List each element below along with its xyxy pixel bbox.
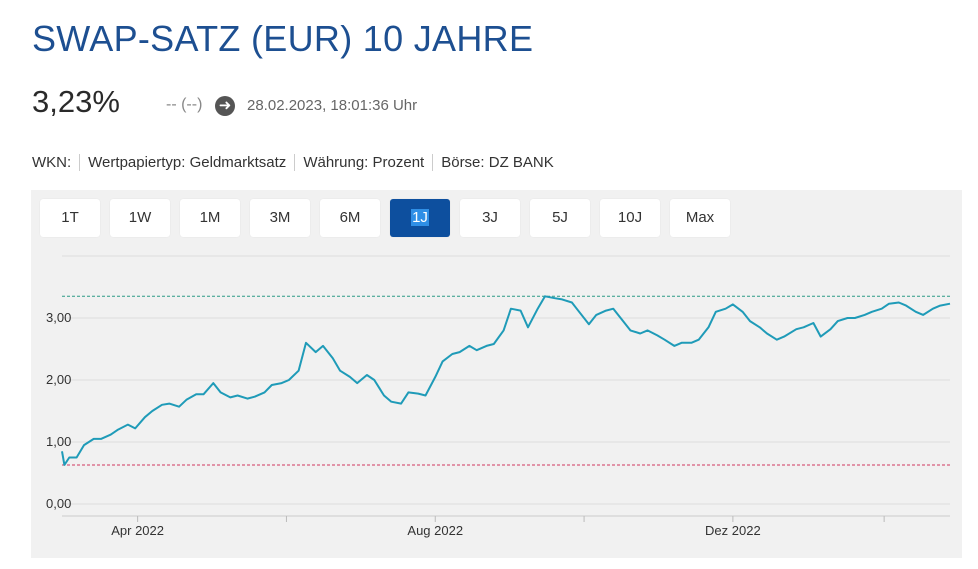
quote-timestamp: 28.02.2023, 18:01:36 Uhr xyxy=(247,97,418,114)
meta-currency: Währung: Prozent xyxy=(294,154,432,171)
page-title: SWAP-SATZ (EUR) 10 JAHRE xyxy=(32,18,534,59)
y-tick-label: 2,00 xyxy=(46,372,71,387)
tab-label: 3J xyxy=(482,209,498,226)
tab-3j[interactable]: 3J xyxy=(460,199,520,237)
x-tick-label: Apr 2022 xyxy=(111,523,164,538)
tab-1w[interactable]: 1W xyxy=(110,199,170,237)
range-tabs: 1T 1W 1M 3M 6M 1J 3J 5J 10J Max xyxy=(40,199,730,237)
tab-label: 1T xyxy=(61,209,79,226)
tab-1t[interactable]: 1T xyxy=(40,199,100,237)
chart-panel: 1T 1W 1M 3M 6M 1J 3J 5J 10J Max 0,00 1,00… xyxy=(31,190,962,558)
tab-label: 5J xyxy=(552,209,568,226)
arrow-right-circle-icon[interactable]: ➜ xyxy=(215,96,235,116)
y-tick-label: 1,00 xyxy=(46,434,71,449)
y-tick-label: 3,00 xyxy=(46,310,71,325)
tab-label: 10J xyxy=(617,209,643,226)
tab-label: 6M xyxy=(339,209,361,226)
tab-10j[interactable]: 10J xyxy=(600,199,660,237)
tab-3m[interactable]: 3M xyxy=(250,199,310,237)
meta-exchange: Börse: DZ BANK xyxy=(432,154,562,171)
x-tick-label: Aug 2022 xyxy=(407,523,463,538)
instrument-meta: WKN: Wertpapiertyp: Geldmarktsatz Währun… xyxy=(32,154,562,171)
price-change: -- (--) xyxy=(166,96,203,113)
tab-6m[interactable]: 6M xyxy=(320,199,380,237)
tab-label: 3M xyxy=(269,209,291,226)
x-tick-label: Dez 2022 xyxy=(705,523,761,538)
tab-label: 1J xyxy=(411,209,429,226)
quote-row: 3,23% -- (--) ➜ 28.02.2023, 18:01:36 Uhr xyxy=(32,84,952,124)
tab-label: 1M xyxy=(199,209,221,226)
tab-1m[interactable]: 1M xyxy=(180,199,240,237)
tab-5j[interactable]: 5J xyxy=(530,199,590,237)
y-tick-label: 0,00 xyxy=(46,496,71,511)
tab-label: 1W xyxy=(128,209,152,226)
tab-max[interactable]: Max xyxy=(670,199,730,237)
meta-wkn: WKN: xyxy=(32,154,72,171)
current-price: 3,23% xyxy=(32,84,120,119)
tab-1j[interactable]: 1J xyxy=(390,199,450,237)
meta-type: Wertpapiertyp: Geldmarktsatz xyxy=(79,154,294,171)
tab-label: Max xyxy=(685,209,715,226)
line-chart[interactable]: 0,00 1,00 2,00 3,00 Apr 2022 Aug 2022 Dez 2022 xyxy=(31,190,962,558)
series-line xyxy=(61,295,951,466)
